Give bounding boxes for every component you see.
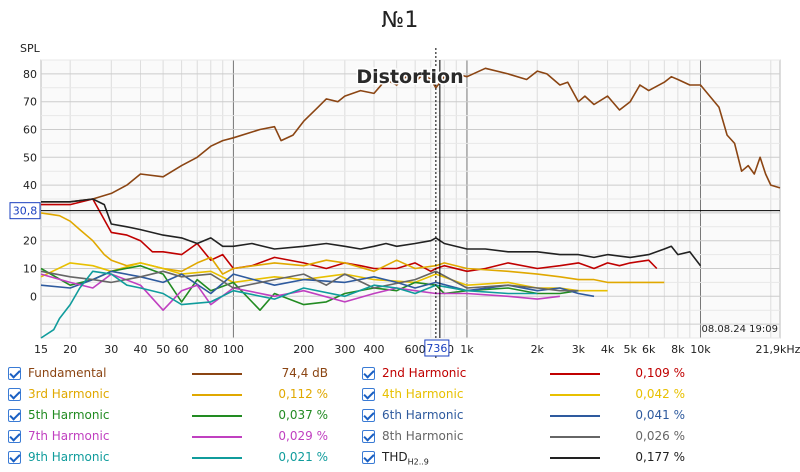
x-tick-label: 300: [334, 343, 355, 356]
y-tick-label: 20: [23, 235, 37, 248]
x-tick-label: 60: [175, 343, 189, 356]
y-tick-label: 80: [23, 68, 37, 81]
legend-value: 0,112 %: [278, 387, 328, 401]
series-line-7th-harmonic: [40, 273, 560, 311]
checkbox-4th-harmonic[interactable]: [362, 388, 375, 401]
cursor-x-label-box: [424, 339, 450, 357]
legend-item-8th-harmonic: 8th Harmonic 0,026 %: [362, 427, 702, 447]
cursor-y-label: 30,8: [13, 205, 38, 218]
legend-value: 0,042 %: [635, 387, 685, 401]
legend-label: 9th Harmonic: [28, 450, 110, 464]
checkbox-9th-harmonic[interactable]: [8, 451, 21, 464]
legend-value: 0,041 %: [635, 408, 685, 422]
series-line-6th-harmonic: [40, 270, 595, 298]
cursor-y-label-box: [9, 202, 41, 220]
legend-value: 74,4 dB: [281, 366, 328, 380]
x-tick-label: 100: [223, 343, 244, 356]
legend-value: 0,021 %: [278, 450, 328, 464]
legend-swatch: [550, 436, 600, 438]
checkbox-8th-harmonic[interactable]: [362, 430, 375, 443]
y-axis-label: SPL: [20, 42, 40, 55]
y-tick-label: 60: [23, 124, 37, 137]
x-tick-label: 0: [447, 343, 454, 356]
x-tick-label: 20: [63, 343, 77, 356]
legend-value: 0,026 %: [635, 429, 685, 443]
series-line-9th-harmonic: [40, 270, 538, 339]
legend-item-5th-harmonic: 5th Harmonic 0,037 %: [8, 406, 348, 426]
legend-swatch: [192, 457, 242, 459]
legend-item-3rd-harmonic: 3rd Harmonic 0,112 %: [8, 385, 348, 405]
x-tick-label: 200: [293, 343, 314, 356]
legend-value: 0,029 %: [278, 429, 328, 443]
legend-label: 6th Harmonic: [382, 408, 464, 422]
cursor-x-label: 736: [426, 342, 447, 355]
x-tick-label: 400: [364, 343, 385, 356]
series-line-3rd-harmonic: [40, 212, 665, 284]
x-tick-label: 600: [405, 343, 426, 356]
legend-label: 2nd Harmonic: [382, 366, 467, 380]
legend-swatch: [192, 436, 242, 438]
series-line-fundamental: [41, 67, 781, 203]
checkbox-fundamental[interactable]: [8, 367, 21, 380]
legend-item-2nd-harmonic: 2nd Harmonic 0,109 %: [362, 364, 702, 384]
legend-swatch: [192, 373, 242, 375]
x-tick-label: 8k: [671, 343, 685, 356]
legend-swatch: [550, 457, 600, 459]
legend-value: 0,037 %: [278, 408, 328, 422]
x-tick-label: 2k: [531, 343, 545, 356]
x-tick-label: 5k: [624, 343, 638, 356]
checkbox-6th-harmonic[interactable]: [362, 409, 375, 422]
timestamp: 08.08.24 19:09: [701, 324, 778, 335]
x-tick-label: 10k: [690, 343, 711, 356]
checkbox-3rd-harmonic[interactable]: [8, 388, 21, 401]
x-tick-label: 4k: [601, 343, 615, 356]
legend-label: 4th Harmonic: [382, 387, 464, 401]
y-tick-label: 40: [23, 179, 37, 192]
x-tick-label: 6k: [642, 343, 656, 356]
legend-label-subscript: H2..9: [407, 457, 429, 467]
y-tick-label: 50: [23, 151, 37, 164]
checkbox-2nd-harmonic[interactable]: [362, 367, 375, 380]
x-tick-label: 1k: [460, 343, 474, 356]
legend-swatch: [550, 415, 600, 417]
legend-label: 8th Harmonic: [382, 429, 464, 443]
legend-item-9th-harmonic: 9th Harmonic 0,021 %: [8, 448, 348, 468]
legend-value: 0,177 %: [635, 450, 685, 464]
legend-item-6th-harmonic: 6th Harmonic 0,041 %: [362, 406, 702, 426]
series-line-2nd-harmonic: [41, 198, 658, 273]
x-tick-label: 50: [156, 343, 170, 356]
x-tick-label: 15: [34, 343, 48, 356]
legend-swatch: [550, 373, 600, 375]
legend-label: 7th Harmonic: [28, 429, 110, 443]
legend-label: 3rd Harmonic: [28, 387, 110, 401]
legend-label: 5th Harmonic: [28, 408, 110, 422]
series-line-thd: [41, 198, 702, 267]
legend-item-fundamental: Fundamental 74,4 dB: [8, 364, 348, 384]
legend-value: 0,109 %: [635, 366, 685, 380]
legend-swatch: [192, 394, 242, 396]
x-tick-label: 3k: [572, 343, 586, 356]
legend-item-4th-harmonic: 4th Harmonic 0,042 %: [362, 385, 702, 405]
y-tick-label: 0: [30, 290, 37, 303]
legend-item-7th-harmonic: 7th Harmonic 0,029 %: [8, 427, 348, 447]
y-tick-label: 70: [23, 96, 37, 109]
checkbox-7th-harmonic[interactable]: [8, 430, 21, 443]
x-tick-label: 40: [133, 343, 147, 356]
checkbox-thd[interactable]: [362, 451, 375, 464]
x-tick-label: 30: [104, 343, 118, 356]
distortion-annotation: Distortion: [356, 66, 463, 88]
y-tick-label: 10: [23, 263, 37, 276]
legend-swatch: [192, 415, 242, 417]
chart-title: №1: [381, 8, 419, 33]
legend-swatch: [550, 394, 600, 396]
legend-label: THDH2..9: [382, 450, 429, 467]
legend-item-thd: THDH2..9 0,177 %: [362, 448, 702, 468]
checkbox-5th-harmonic[interactable]: [8, 409, 21, 422]
legend-label: Fundamental: [28, 366, 107, 380]
x-tick-label: 80: [204, 343, 218, 356]
x-tick-label: 21,9kHz: [756, 343, 800, 356]
